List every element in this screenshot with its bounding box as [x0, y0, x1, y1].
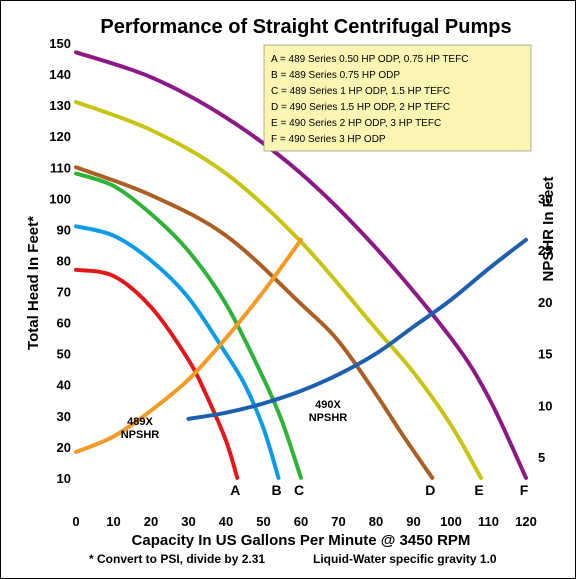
chart-title: Performance of Straight Centrifugal Pump… [100, 16, 511, 38]
y-tick-100: 100 [49, 191, 71, 206]
curve-label-b: B [271, 482, 281, 498]
x-tick-90: 90 [406, 514, 420, 529]
curve-f [74, 50, 528, 480]
y2-tick-30: 30 [538, 191, 552, 206]
y-tick-60: 60 [57, 316, 71, 331]
x-tick-50: 50 [256, 514, 270, 529]
x-tick-10: 10 [106, 514, 120, 529]
y-tick-50: 50 [57, 347, 71, 362]
y-tick-120: 120 [49, 129, 71, 144]
y2-tick-25: 25 [538, 243, 552, 258]
y-tick-20: 20 [57, 440, 71, 455]
x-tick-40: 40 [219, 514, 233, 529]
curve-label-d: D [425, 482, 435, 498]
legend-entries: A = 489 Series 0.50 HP ODP, 0.75 HP TEFC… [271, 54, 468, 145]
legend-entry-b: B = 489 Series 0.75 HP ODP [271, 70, 400, 81]
y-tick-130: 130 [49, 98, 71, 113]
y-tick-90: 90 [57, 222, 71, 237]
y-tick-110: 110 [50, 160, 71, 175]
y-tick-70: 70 [57, 285, 71, 300]
y2-axis-ticks: 5 10 15 20 25 30 [538, 191, 552, 465]
x-axis-label: Capacity In US Gallons Per Minute @ 3450… [132, 532, 471, 549]
y-tick-10: 10 [57, 471, 71, 486]
legend-entry-e: E = 490 Series 2 HP ODP, 3 HP TEFC [271, 118, 441, 129]
y-axis-label: Total Head In Feet* [25, 216, 42, 350]
x-tick-30: 30 [181, 514, 195, 529]
footnote-specific-gravity: Liquid-Water specific gravity 1.0 [313, 552, 497, 566]
curve-label-f: F [520, 482, 529, 498]
x-tick-110: 110 [478, 514, 499, 529]
x-tick-80: 80 [369, 514, 383, 529]
y-tick-40: 40 [57, 378, 71, 393]
legend-entry-d: D = 490 Series 1.5 HP ODP, 2 HP TEFC [271, 102, 450, 113]
y-axis-ticks: 10 20 30 40 50 60 70 80 90 100 110 120 130 140 150 [49, 36, 71, 486]
y2-tick-10: 10 [538, 398, 552, 413]
x-axis-ticks: 0 10 20 30 40 50 60 70 80 90 100 110 120 [72, 514, 536, 529]
head-curves [74, 50, 528, 480]
curve-a [74, 267, 240, 480]
curve-label-c: C [294, 482, 304, 498]
x-tick-0: 0 [72, 514, 79, 529]
legend-entry-f: F = 490 Series 3 HP ODP [271, 134, 386, 145]
footnote-psi: * Convert to PSI, divide by 2.31 [89, 552, 265, 566]
npsh-489x-label-line1: 489X [127, 416, 153, 428]
legend-box [263, 44, 532, 152]
y-tick-150: 150 [49, 36, 71, 51]
npsh-curve-490x [186, 237, 528, 421]
npsh-490x-label-line2: NPSHR [309, 412, 348, 424]
npsh-489x-label-line2: NPSHR [121, 429, 160, 441]
x-tick-70: 70 [331, 514, 345, 529]
y2-axis-label: NPSHR In Feet [540, 176, 557, 281]
curve-b [74, 224, 281, 480]
legend: A = 489 Series 0.50 HP ODP, 0.75 HP TEFC… [263, 44, 532, 152]
curve-e [74, 100, 483, 480]
curve-d [74, 165, 435, 480]
x-tick-100: 100 [440, 514, 462, 529]
y2-tick-15: 15 [538, 347, 552, 362]
npsh-curves [74, 237, 528, 454]
y2-tick-20: 20 [538, 295, 552, 310]
curve-label-a: A [230, 482, 240, 498]
curve-label-e: E [474, 482, 483, 498]
legend-entry-a: A = 489 Series 0.50 HP ODP, 0.75 HP TEFC [271, 54, 468, 65]
legend-entry-c: C = 489 Series 1 HP ODP, 1.5 HP TEFC [271, 86, 450, 97]
npsh-490x-label-line1: 490X [315, 399, 341, 411]
y-tick-30: 30 [57, 409, 71, 424]
npsh-curve-489x [74, 237, 303, 454]
y-tick-140: 140 [49, 67, 71, 82]
x-tick-120: 120 [515, 514, 537, 529]
x-tick-20: 20 [144, 514, 158, 529]
x-tick-60: 60 [294, 514, 308, 529]
y2-tick-5: 5 [538, 450, 545, 465]
curve-c [74, 171, 303, 480]
y-tick-80: 80 [57, 253, 71, 268]
